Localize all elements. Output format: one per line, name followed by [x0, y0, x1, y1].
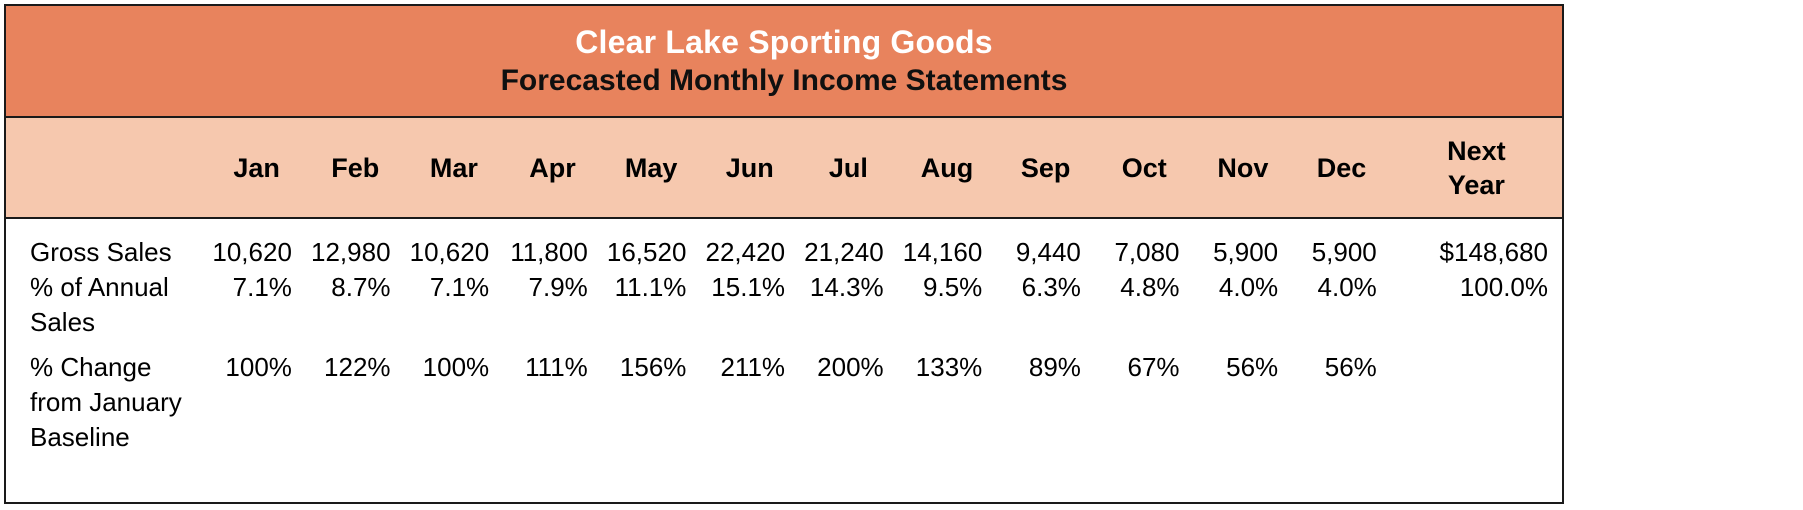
header-cell-jul: Jul	[799, 118, 898, 219]
table-cell: 211%	[700, 340, 800, 489]
table-row-pct-change-from-january: % Change from January Baseline 100% 122%…	[6, 340, 1562, 489]
table-cell	[1390, 340, 1562, 489]
table-cell: 100.0%	[1390, 270, 1562, 340]
table-cell: 15.1%	[700, 270, 800, 340]
header-cell-dec: Dec	[1292, 118, 1391, 219]
header-cell-oct: Oct	[1094, 118, 1194, 219]
table-cell: 4.0%	[1193, 270, 1293, 340]
row-label: % of Annual Sales	[6, 270, 208, 340]
header-cell-rowlabels	[6, 118, 208, 219]
header-row: Jan Feb Mar Apr May Jun Jul Aug Sep Oct …	[6, 118, 1562, 219]
table-cell: 89%	[996, 340, 1095, 489]
table-cell: 122%	[305, 340, 405, 489]
header-cell-aug: Aug	[897, 118, 997, 219]
table-cell: 9.5%	[897, 270, 997, 340]
header-cell-mar: Mar	[404, 118, 504, 219]
table-cell: 5,900	[1193, 218, 1293, 270]
income-statement-figure: Clear Lake Sporting Goods Forecasted Mon…	[4, 4, 1564, 504]
header-cell-jun: Jun	[700, 118, 800, 219]
company-name: Clear Lake Sporting Goods	[575, 24, 993, 60]
table-cell: 200%	[799, 340, 898, 489]
table-cell: 4.0%	[1292, 270, 1391, 340]
table-row-gross-sales: Gross Sales 10,620 12,980 10,620 11,800 …	[6, 218, 1562, 270]
table-cell: 111%	[503, 340, 602, 489]
table-title-band: Clear Lake Sporting Goods Forecasted Mon…	[6, 6, 1562, 118]
header-cell-sep: Sep	[996, 118, 1095, 219]
table-cell: 7,080	[1094, 218, 1194, 270]
header-cell-next-year: Next Year	[1390, 118, 1562, 219]
table-cell: 133%	[897, 340, 997, 489]
forecast-table: Jan Feb Mar Apr May Jun Jul Aug Sep Oct …	[6, 118, 1562, 489]
table-cell: 14.3%	[799, 270, 898, 340]
table-cell: 56%	[1193, 340, 1293, 489]
table-row-pct-annual-sales: % of Annual Sales 7.1% 8.7% 7.1% 7.9% 11…	[6, 270, 1562, 340]
table-cell: 100%	[404, 340, 504, 489]
table-cell: 11,800	[503, 218, 602, 270]
table-cell: 7.1%	[404, 270, 504, 340]
table-cell: 16,520	[601, 218, 701, 270]
table-cell: 7.9%	[503, 270, 602, 340]
table-cell: 7.1%	[207, 270, 306, 340]
table-cell: 156%	[601, 340, 701, 489]
table-cell: 5,900	[1292, 218, 1391, 270]
header-cell-nov: Nov	[1193, 118, 1293, 219]
table-cell: 22,420	[700, 218, 800, 270]
table-cell: 10,620	[404, 218, 504, 270]
row-label: Gross Sales	[6, 218, 208, 270]
table-cell: 4.8%	[1094, 270, 1194, 340]
header-cell-feb: Feb	[305, 118, 405, 219]
row-label: % Change from January Baseline	[6, 340, 208, 489]
header-cell-jan: Jan	[207, 118, 306, 219]
header-cell-apr: Apr	[503, 118, 602, 219]
table-cell: $148,680	[1390, 218, 1562, 270]
table-cell: 14,160	[897, 218, 997, 270]
table-cell: 100%	[207, 340, 306, 489]
table-cell: 11.1%	[601, 270, 701, 340]
header-cell-may: May	[601, 118, 701, 219]
table-cell: 67%	[1094, 340, 1194, 489]
table-cell: 8.7%	[305, 270, 405, 340]
table-subtitle: Forecasted Monthly Income Statements	[500, 64, 1068, 97]
table-cell: 21,240	[799, 218, 898, 270]
table-cell: 6.3%	[996, 270, 1095, 340]
table-cell: 9,440	[996, 218, 1095, 270]
table-cell: 56%	[1292, 340, 1391, 489]
table-cell: 12,980	[305, 218, 405, 270]
table-cell: 10,620	[207, 218, 306, 270]
